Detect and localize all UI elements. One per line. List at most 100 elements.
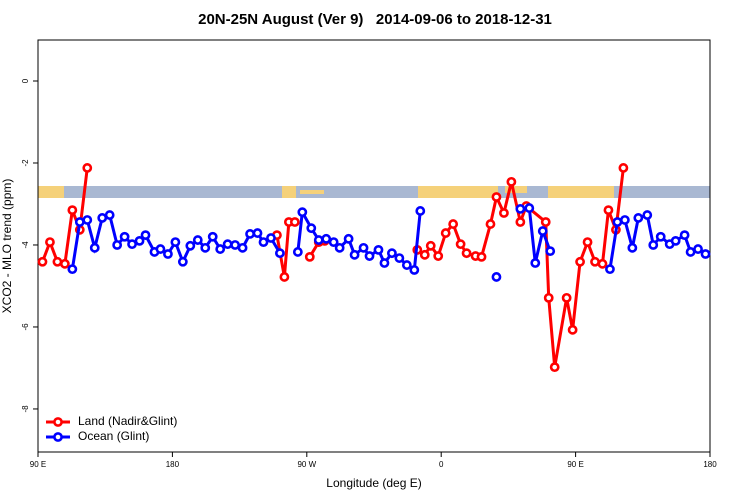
point [612,217,623,227]
point [655,231,666,242]
point [358,242,369,253]
x-tick-label: 0 [439,460,444,469]
point [207,231,218,242]
point [200,242,211,253]
point [415,206,426,216]
point [237,242,248,253]
point [379,258,390,268]
chart-title: 20N-25N August (Ver 9) 2014-09-06 to 201… [198,11,552,28]
point [343,233,354,244]
point [567,324,578,335]
point [289,217,300,227]
point [537,226,548,236]
point [401,260,412,270]
legend-label: Land (Nadir&Glint) [78,414,177,428]
point [279,272,290,282]
point [134,235,145,246]
point [266,233,276,243]
point [597,258,608,269]
point [82,215,93,225]
point [590,256,600,267]
x-tick-label: 180 [703,460,717,469]
x-tick-label: 180 [166,460,180,469]
point [104,210,115,220]
point [140,230,151,241]
point [67,264,78,275]
point [394,253,405,263]
x-tick-label: 90 E [567,460,583,469]
point [222,239,233,250]
x-tick-label: 90 W [297,460,316,469]
point [306,223,317,234]
point [433,251,444,261]
point [476,251,487,262]
point [670,235,681,246]
point [693,244,703,254]
y-tick-label: -6 [21,323,30,331]
point [112,240,123,250]
point [461,248,472,259]
point [89,242,100,253]
point [177,256,188,267]
point [275,248,285,259]
point [448,219,459,229]
point [313,235,324,245]
point [119,231,130,242]
point [515,217,526,227]
point [545,246,556,257]
point [549,362,560,373]
x-axis-label: Longitude (deg E) [326,476,421,490]
point [297,207,308,218]
point [155,244,166,254]
point [334,242,345,253]
point [215,244,226,254]
point [575,256,585,267]
point [515,203,526,214]
y-axis-label: XCO2 - MLO trend (ppm) [0,179,14,314]
point [530,258,541,268]
point [603,205,614,216]
point [700,249,711,259]
point [258,237,269,248]
point [491,192,502,202]
point [45,237,55,248]
point [230,240,241,250]
point [349,249,360,260]
point [52,256,63,267]
point [74,217,85,227]
point [59,258,70,269]
point [127,239,137,250]
point [37,256,48,267]
legend-marker [53,432,63,442]
point [491,272,502,282]
point [543,292,554,303]
point [440,228,451,238]
point [524,203,535,213]
point [425,240,436,251]
plot-frame [37,39,711,453]
legend-label: Ocean (Glint) [78,429,149,443]
point [605,264,615,275]
point [633,213,644,223]
point [485,219,496,229]
point [679,230,690,241]
x-tick-label: 90 E [30,460,46,469]
y-tick-label: -2 [21,159,30,167]
point [170,237,181,248]
point [163,249,173,259]
point [373,244,384,255]
point [506,176,517,187]
legend-marker [53,417,63,427]
point [618,163,629,173]
y-tick-label: -4 [21,241,30,249]
point [328,237,339,248]
point [364,251,375,261]
point [292,247,303,257]
point [185,240,196,251]
point [97,213,108,223]
point [387,248,397,259]
y-tick-label: 0 [21,78,30,83]
map-strip [38,186,710,198]
point [540,217,551,227]
